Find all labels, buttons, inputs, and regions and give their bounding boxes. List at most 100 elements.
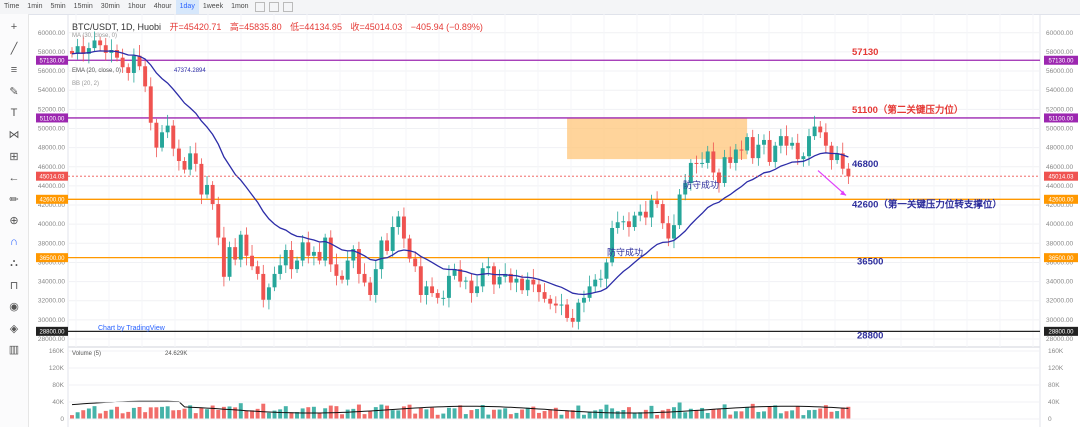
crosshair-icon[interactable]: +	[10, 21, 18, 33]
volume-bar	[165, 406, 170, 419]
ema-legend[interactable]: EMA (20, close, 0)	[72, 68, 122, 74]
indicators-icon[interactable]	[268, 2, 279, 12]
candle-body	[643, 211, 648, 218]
volume-bar	[430, 407, 435, 419]
volume-bar	[722, 404, 727, 419]
candle-body	[548, 298, 553, 304]
candle-body	[520, 278, 525, 291]
price-tick-right: 44000.00	[1046, 183, 1073, 190]
low-value: 低=44134.95	[290, 22, 342, 32]
candle-body	[171, 125, 176, 149]
volume-legend[interactable]: Volume (5)	[72, 351, 102, 357]
timeframe-15min[interactable]: 15min	[73, 3, 93, 10]
trend-arrow-head	[840, 190, 846, 196]
volume-bar	[576, 405, 581, 419]
timeframe-5min[interactable]: 5min	[50, 3, 66, 10]
volume-bar	[244, 410, 249, 419]
volume-bar	[452, 408, 457, 419]
timeframe-1day[interactable]: 1day	[175, 0, 199, 14]
candle-body	[446, 275, 451, 298]
brush-icon[interactable]: ✎	[9, 86, 19, 98]
candle-body	[193, 153, 198, 164]
layers-icon[interactable]: ◈	[9, 322, 19, 335]
timeframe-time: Time	[4, 3, 20, 10]
timeframe-1week[interactable]: 1week	[202, 3, 224, 10]
volume-bar	[379, 404, 384, 419]
volume-bar	[266, 412, 271, 419]
volume-bar	[362, 414, 367, 419]
volume-bar	[508, 414, 513, 419]
pattern-icon[interactable]: ⋈	[8, 129, 20, 141]
trend-line-icon[interactable]: ╱	[10, 43, 18, 55]
timeframe-1mon[interactable]: 1mon	[231, 3, 249, 10]
candle-body	[610, 227, 615, 263]
volume-bar	[199, 407, 204, 419]
candle-body	[835, 153, 840, 161]
volume-tick-left: 120K	[49, 365, 65, 372]
volume-tick-left: 40K	[52, 399, 64, 406]
timeframe-30min[interactable]: 30min	[100, 3, 120, 10]
unlock-icon[interactable]: ⊓	[9, 279, 19, 292]
candle-body	[210, 184, 215, 205]
volume-bar	[396, 410, 401, 419]
symbol-title[interactable]: BTC/USDT, 1D, Huobi	[72, 22, 162, 32]
volume-bar	[278, 409, 283, 419]
chart-type-icon[interactable]	[254, 2, 265, 12]
timeframe-4hour[interactable]: 4hour	[153, 3, 172, 10]
candle-body	[762, 139, 766, 145]
volume-tick-right: 160K	[1048, 348, 1064, 355]
candle-body	[840, 153, 845, 169]
candle-body	[278, 265, 283, 274]
volume-bar	[295, 412, 300, 419]
magnet-icon[interactable]: ∩	[10, 236, 18, 248]
candle-body	[514, 278, 519, 283]
candle-body	[649, 200, 654, 218]
candle-body	[92, 40, 97, 49]
eye-icon[interactable]: ◉	[9, 301, 19, 313]
volume-bar	[216, 409, 221, 419]
lock-drawing-icon[interactable]: ⛬	[10, 257, 18, 269]
candle-body	[553, 303, 558, 306]
trash-icon[interactable]: ▥	[8, 344, 20, 356]
volume-tick-right: 120K	[1048, 365, 1064, 372]
volume-bar	[542, 411, 547, 419]
settings-icon[interactable]	[282, 2, 293, 12]
candle-body	[272, 273, 277, 288]
price-tick-right: 52000.00	[1046, 106, 1073, 113]
candle-body	[176, 148, 181, 162]
volume-bar	[548, 409, 553, 419]
measure-icon[interactable]: ⊞	[9, 150, 19, 163]
price-chart[interactable]: 60000.00 60000.00 58000.00 58000.00 56000.00…	[0, 14, 1080, 427]
level-tag-right-57130	[1044, 55, 1078, 65]
candle-body	[120, 57, 125, 68]
volume-bar	[103, 410, 108, 419]
price-tick-left: 58000.00	[38, 49, 65, 56]
volume-tick-left: 160K	[49, 348, 65, 355]
candle-body	[334, 264, 339, 276]
volume-bar	[717, 409, 721, 419]
candle-body	[368, 282, 373, 295]
candle-body	[705, 151, 710, 163]
volume-bar	[762, 411, 766, 419]
level-tag-right-text: 42600.00	[1048, 198, 1074, 204]
timeframe-1hour[interactable]: 1hour	[127, 3, 146, 10]
text-icon[interactable]: T	[10, 107, 18, 119]
volume-bar	[210, 405, 215, 419]
volume-bar	[536, 412, 541, 419]
candle-body	[98, 40, 103, 46]
price-tick-left: 48000.00	[38, 145, 65, 152]
candle-body	[722, 157, 727, 184]
ma-legend[interactable]: MA (30, close, 0)	[72, 33, 118, 39]
bb-legend[interactable]: BB (20, 2)	[72, 81, 100, 87]
fib-icon[interactable]: ≡	[10, 64, 18, 76]
price-tick-left: 42000.00	[38, 202, 65, 209]
price-tick-right: 56000.00	[1046, 68, 1073, 75]
candle-body	[131, 55, 136, 73]
zoom-in-icon[interactable]: ⊕	[9, 215, 19, 227]
price-tick-left: 28000.00	[38, 336, 65, 343]
timeframe-1min[interactable]: 1min	[27, 3, 43, 10]
ruler-icon[interactable]: ✏	[9, 193, 19, 206]
back-arrow-icon[interactable]: ←	[8, 171, 20, 184]
volume-bar	[745, 407, 750, 419]
volume-bar	[475, 409, 480, 419]
